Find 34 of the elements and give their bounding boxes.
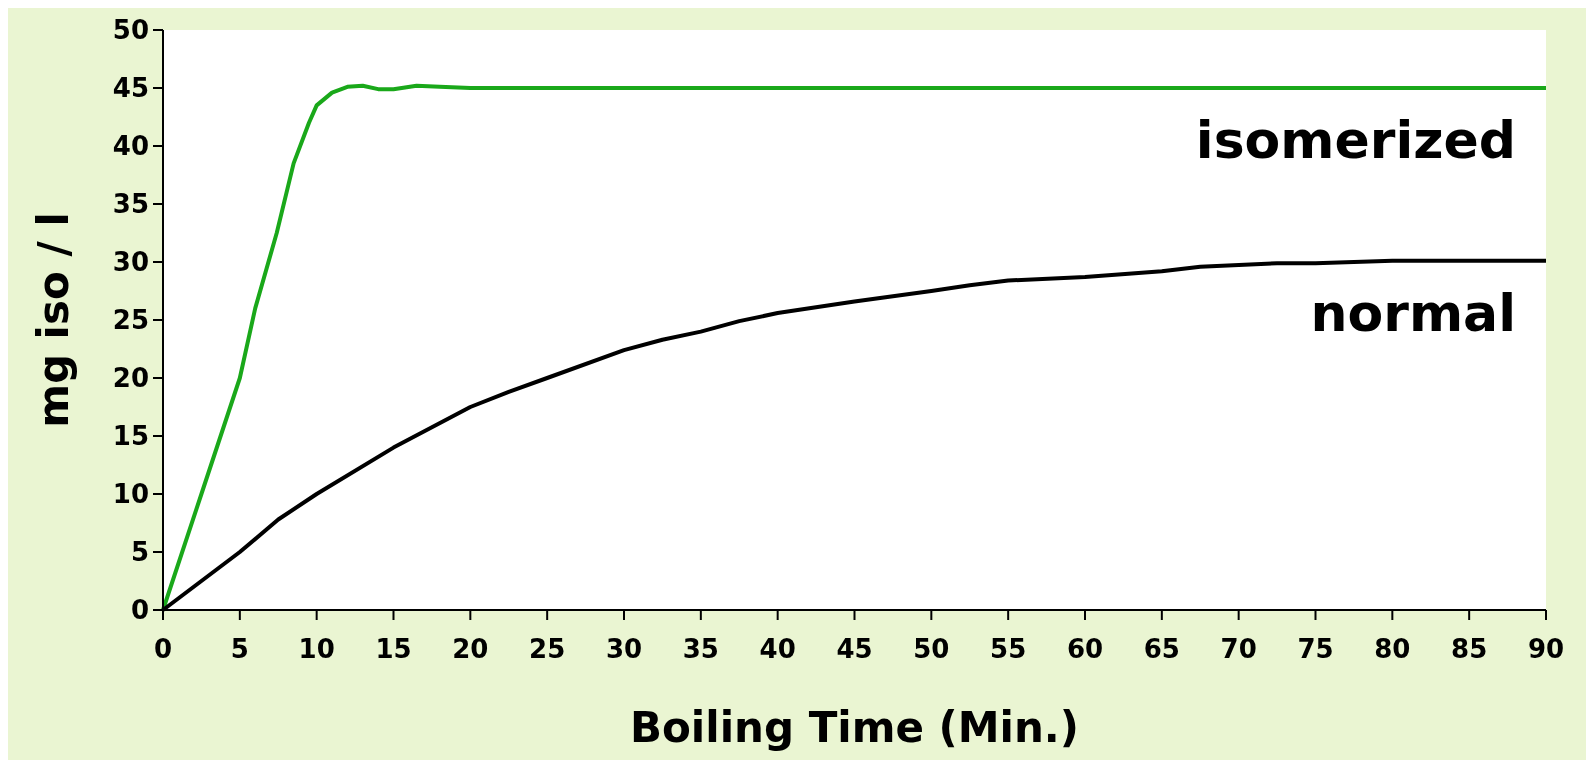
y-tick-label: 0 [130, 595, 149, 625]
y-tick-label: 20 [112, 363, 149, 393]
x-tick-label: 25 [529, 634, 566, 664]
y-tick-label: 50 [112, 15, 149, 45]
x-tick-label: 75 [1297, 634, 1334, 664]
x-tick-label: 65 [1143, 634, 1180, 664]
x-tick-label: 10 [298, 634, 335, 664]
x-tick-label: 5 [230, 634, 249, 664]
x-tick-label: 35 [682, 634, 719, 664]
x-tick-label: 15 [375, 634, 412, 664]
y-tick-label: 10 [112, 479, 149, 509]
y-tick-label: 25 [112, 305, 149, 335]
x-tick-label: 50 [913, 634, 950, 664]
x-tick-label: 20 [452, 634, 489, 664]
x-axis-title: Boiling Time (Min.) [630, 703, 1079, 752]
y-tick-label: 35 [112, 189, 149, 219]
y-tick-label: 45 [112, 73, 149, 103]
y-tick-label: 15 [112, 421, 149, 451]
x-tick-label: 55 [990, 634, 1027, 664]
x-tick-label: 0 [153, 634, 173, 664]
x-tick-label: 80 [1374, 634, 1411, 664]
x-tick-label: 30 [605, 634, 643, 664]
series-label: normal [1310, 282, 1516, 343]
x-tick-label: 90 [1527, 634, 1565, 664]
series-label: isomerized [1195, 110, 1516, 170]
x-tick-label: 45 [836, 634, 873, 664]
y-axis-title: mg iso / l [29, 212, 78, 428]
y-tick-label: 30 [112, 247, 149, 277]
x-tick-label: 60 [1066, 634, 1104, 664]
x-tick-label: 85 [1451, 634, 1488, 664]
x-tick-label: 70 [1220, 634, 1257, 664]
y-tick-label: 5 [130, 537, 149, 567]
y-tick-label: 40 [112, 131, 149, 161]
x-tick-label: 40 [759, 634, 796, 664]
